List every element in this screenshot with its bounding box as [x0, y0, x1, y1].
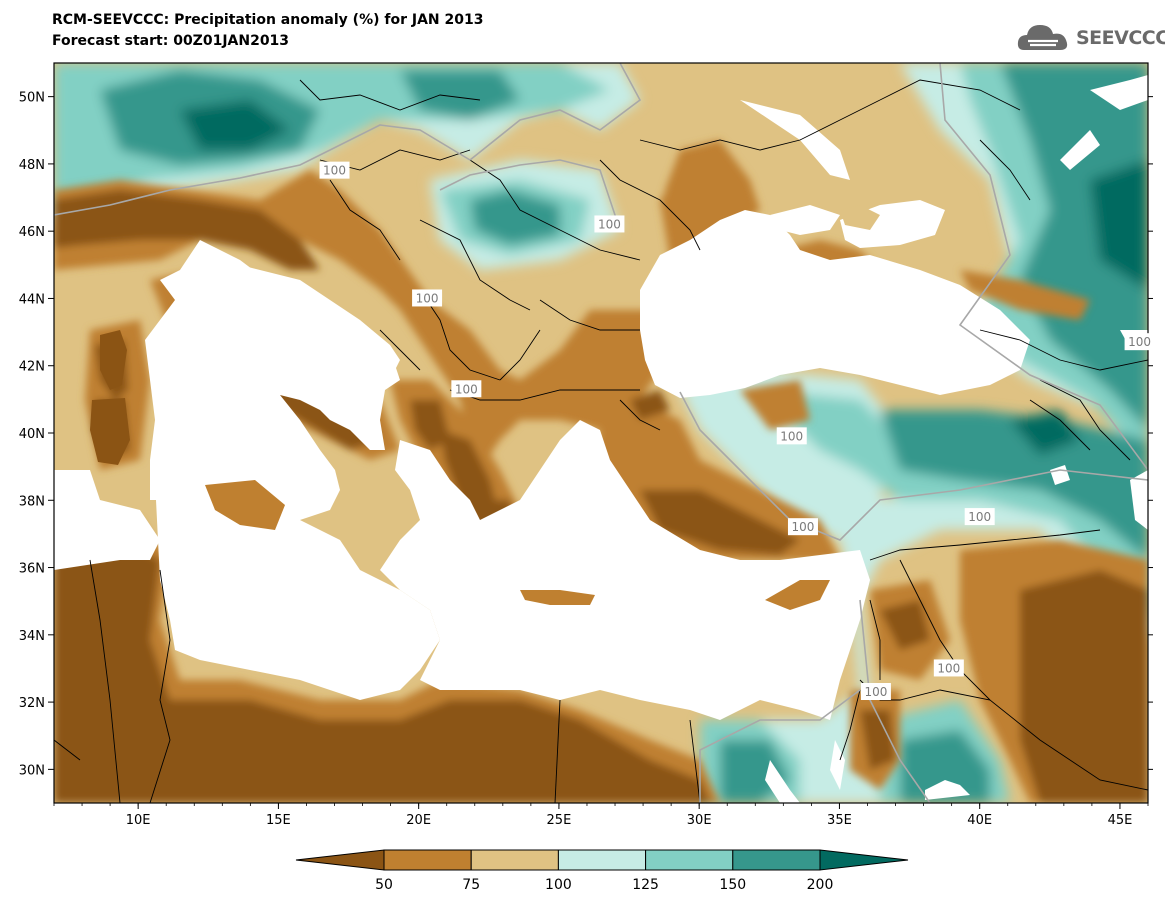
lat-tick-label: 38N	[19, 494, 45, 509]
contour-label-bg	[860, 683, 891, 700]
contour-label-bg	[776, 427, 807, 445]
lat-tick-label: 46N	[19, 225, 45, 240]
lon-tick-label: 20E	[406, 813, 431, 828]
colorbar-label: 200	[807, 877, 834, 893]
contour-label: 100	[792, 520, 815, 534]
lon-tick-label: 45E	[1108, 813, 1133, 828]
lat-tick-label: 36N	[19, 562, 45, 577]
colorbar-label: 125	[632, 877, 659, 893]
lat-tick-label: 30N	[19, 763, 45, 778]
colorbar-segment	[383, 849, 472, 871]
colorbar-segment	[470, 849, 559, 871]
contour-label-bg	[964, 508, 995, 526]
sea-mask	[54, 75, 1148, 803]
contour-label-bg	[933, 659, 964, 677]
islands	[90, 205, 880, 610]
cloud-icon	[1017, 25, 1068, 50]
contour-label: 100	[864, 685, 887, 699]
colorbar-label: 150	[719, 877, 746, 893]
lon-tick-label: 15E	[266, 813, 291, 828]
lon-tick-label: 40E	[967, 813, 992, 828]
map-title: RCM-SEEVCCC: Precipitation anomaly (%) f…	[52, 12, 484, 28]
contour-label: 100	[1128, 335, 1151, 349]
colorbar-label: 100	[545, 877, 572, 893]
lon-tick-label: 10E	[126, 813, 151, 828]
forecast-start-subtitle: Forecast start: 00Z01JAN2013	[52, 33, 290, 49]
lat-tick-label: 34N	[19, 629, 45, 644]
lat-tick-label: 44N	[19, 292, 45, 307]
contour-label-bg	[451, 380, 482, 398]
colorbar-high-extend	[819, 849, 909, 871]
contour-labels: 100 100 100 100 100 100 100 100 100 100	[319, 161, 1155, 700]
lon-tick-label: 35E	[827, 813, 852, 828]
lat-tick-label: 40N	[19, 427, 45, 442]
longitude-axis: 10E 15E 20E 25E 30E 35E 40E 45E	[53, 803, 1149, 828]
anomaly-field	[54, 63, 1148, 803]
logo-text: SEEVCCC	[1076, 27, 1165, 49]
country-borders	[54, 79, 1148, 803]
contour-label: 100	[598, 217, 621, 231]
contour-label: 100	[416, 291, 439, 305]
lon-tick-label: 25E	[547, 813, 572, 828]
colorbar-label: 50	[375, 877, 393, 893]
contour-100	[54, 63, 1148, 803]
colorbar-low-extend	[295, 849, 385, 871]
contour-label-bg	[787, 518, 818, 536]
lat-tick-label: 50N	[19, 91, 45, 106]
contour-label-bg	[594, 215, 625, 233]
colorbar-segment	[732, 849, 821, 871]
lon-tick-label: 30E	[687, 813, 712, 828]
contour-label-bg	[1124, 333, 1155, 351]
contour-label-bg	[412, 289, 443, 307]
colorbar-segment	[557, 849, 647, 871]
contour-label: 100	[455, 382, 478, 396]
lat-tick-label: 32N	[19, 696, 45, 711]
seevccc-logo: SEEVCCC	[1016, 20, 1165, 60]
contour-label: 100	[968, 510, 991, 524]
colorbar-label: 75	[462, 877, 480, 893]
lat-tick-label: 48N	[19, 158, 45, 173]
contour-label: 100	[780, 429, 803, 443]
colorbar: 50 75 100 125 150 200	[295, 849, 909, 893]
latitude-axis: 30N 32N 34N 36N 38N 40N 42N 44N 46N 48N 50N	[19, 91, 1153, 778]
colorbar-segment	[645, 849, 734, 871]
contour-label: 100	[937, 661, 960, 675]
lat-tick-label: 42N	[19, 360, 45, 375]
contour-label-bg	[319, 161, 350, 179]
contour-label: 100	[323, 164, 346, 178]
